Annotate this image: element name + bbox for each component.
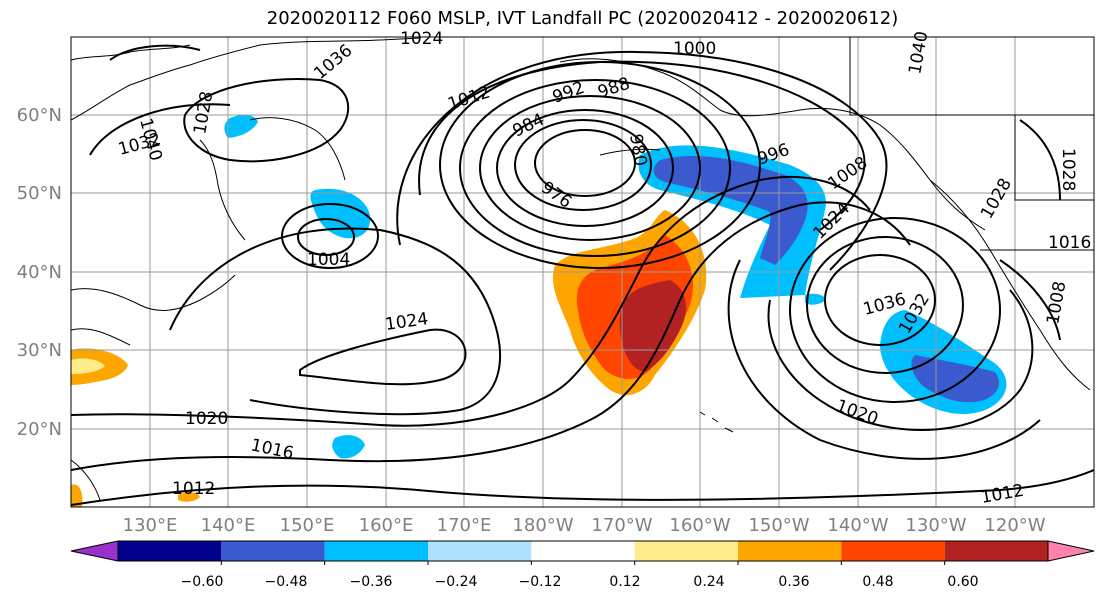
colorbar-segment [428,541,532,561]
isobar-label: 1012 [979,481,1025,508]
colorbar-segment [738,541,842,561]
isobar-label: 1012 [172,479,215,499]
colorbar-tick: 0.48 [862,574,893,590]
colorbar-tick: 0.12 [609,574,640,590]
colorbar-ticks: −0.60 −0.48 −0.36 −0.24 −0.12 0.12 0.24 … [181,574,979,590]
map-frame [70,36,1095,508]
colorbar-tick: −0.60 [181,574,224,590]
isobar-label: 1036 [310,41,356,84]
colorbar-tick: −0.36 [350,574,393,590]
colorbar-outline [117,540,1049,562]
graticule [71,37,1094,507]
plot-title: 2020020112 F060 MSLP, IVT Landfall PC (2… [266,8,899,29]
colorbar-tick: −0.12 [519,574,562,590]
lon-label: 170°W [591,515,652,536]
lon-label: 160°E [359,515,414,536]
isobar-label: 992 [550,78,587,108]
colorbar-tick: −0.48 [265,574,308,590]
colorbar-segment [324,541,428,561]
colorbar-segment [634,541,738,561]
lon-label: 120°W [984,515,1045,536]
lat-label: 40°N [17,262,62,283]
colorbar-segment [841,541,945,561]
lon-label: 140°E [201,515,256,536]
lon-label: 140°W [827,515,888,536]
isobar-label: 1008 [1043,280,1070,326]
lon-label: 130°W [905,515,966,536]
lat-label: 50°N [17,183,62,204]
isobar-label: 1016 [1048,233,1091,253]
colorbar-segment [944,541,1048,561]
colorbar-tick: −0.24 [435,574,478,590]
isobar-label: 1000 [673,39,716,59]
lon-label: 130°E [123,515,178,536]
longitude-labels: 130°E 140°E 150°E 160°E 170°E 180°W 170°… [123,515,1046,536]
isobar-label: 1012 [445,82,492,114]
colorbar-segment [118,541,222,561]
colorbar [70,540,1095,565]
colorbar-tick: 0.60 [947,574,978,590]
isobar-label: 1016 [249,435,295,464]
isobar-label: 1004 [307,250,350,270]
colorbar-extend-min [70,540,119,562]
isobar-label: 1020 [185,409,228,429]
isobar-label: 980 [625,132,650,167]
latitude-labels: 60°N 50°N 40°N 30°N 20°N [17,105,62,440]
lon-label: 170°E [437,515,492,536]
isobar-label: 988 [595,74,632,103]
lat-label: 20°N [17,419,62,440]
mslp-isobars [71,44,1094,506]
lon-label: 150°W [748,515,809,536]
colorbar-tick: 0.36 [778,574,809,590]
lon-label: 150°E [280,515,335,536]
isobar-label: 1024 [400,29,443,49]
colorbar-segment [531,541,635,561]
lat-label: 60°N [17,105,62,126]
lon-label: 160°W [669,515,730,536]
isobar-label: 1028 [977,175,1016,222]
lat-label: 30°N [17,340,62,361]
colorbar-extend-max [1047,540,1095,562]
isobar-label: 1028 [190,90,217,136]
colorbar-segment [221,541,325,561]
isobar-label: 1028 [1058,148,1078,191]
colorbar-tick: 0.24 [693,574,724,590]
lon-label: 180°W [512,515,573,536]
